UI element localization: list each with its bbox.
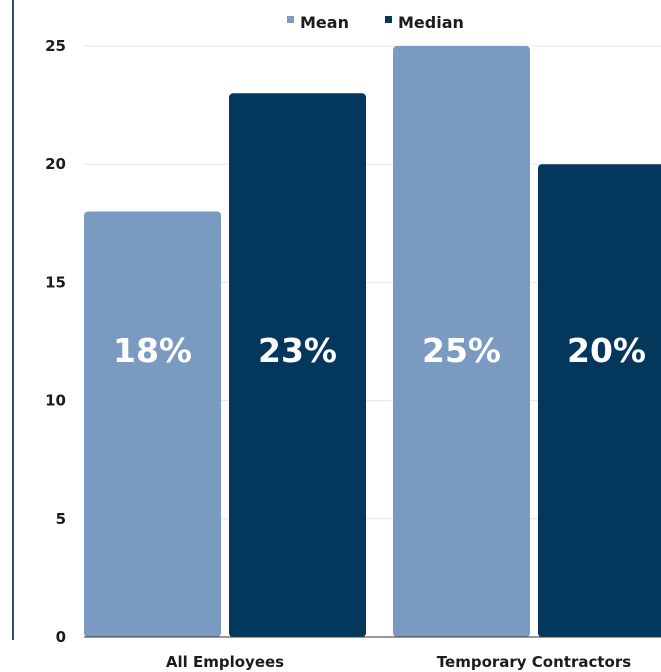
frame-border (12, 0, 14, 640)
bar-median-0 (229, 93, 366, 637)
legend-swatch-mean (287, 16, 294, 23)
y-axis: 0 5 10 15 20 25 (45, 37, 66, 646)
bars (84, 46, 661, 638)
legend-swatch-median (385, 16, 392, 23)
legend: Mean Median (287, 13, 464, 32)
data-labels: 18% 23% 25% 20% (113, 331, 646, 370)
legend-label-mean: Mean (300, 13, 349, 32)
data-label: 20% (567, 331, 646, 370)
x-axis: All Employees Temporary Contractors (84, 636, 661, 671)
y-tick-label: 5 (56, 510, 66, 528)
x-tick-label: Temporary Contractors (437, 653, 631, 671)
data-label: 23% (258, 331, 337, 370)
x-tick-label: All Employees (166, 653, 284, 671)
data-label: 25% (422, 331, 501, 370)
bar-mean-1 (393, 46, 530, 637)
y-tick-label: 0 (56, 628, 66, 646)
legend-label-median: Median (398, 13, 464, 32)
data-label: 18% (113, 331, 192, 370)
y-tick-label: 10 (45, 392, 66, 410)
y-tick-label: 15 (45, 273, 66, 291)
bar-mean-0 (84, 211, 221, 638)
y-tick-label: 20 (45, 155, 66, 173)
y-tick-label: 25 (45, 37, 66, 55)
bar-median-1 (538, 164, 661, 637)
